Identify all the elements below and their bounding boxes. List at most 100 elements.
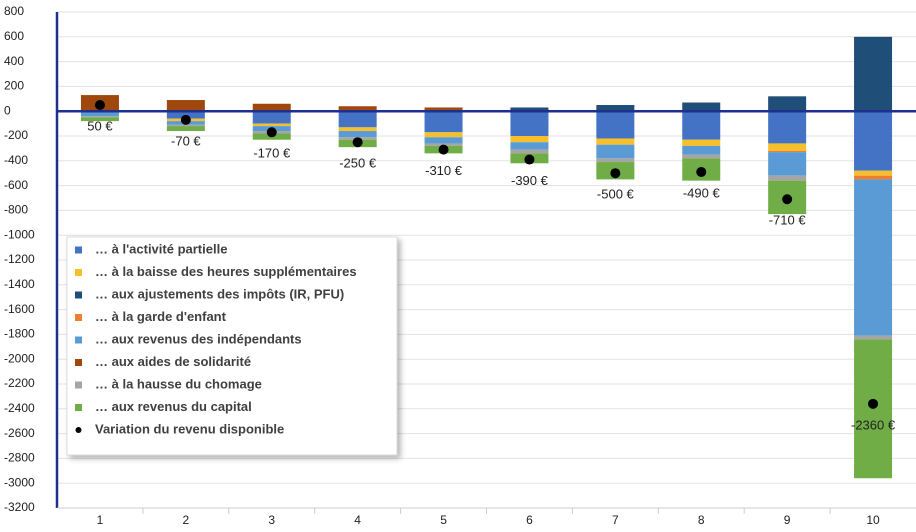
bar-segment	[424, 111, 463, 133]
legend-swatch	[75, 291, 82, 299]
bar-segment	[80, 117, 119, 122]
y-tick-label: -1600	[4, 302, 35, 316]
bars	[80, 36, 893, 479]
x-tick-label: 9	[784, 513, 791, 527]
y-tick-label: -2000	[4, 351, 35, 365]
bar-segment	[80, 116, 119, 118]
bar-segment	[768, 152, 807, 176]
point-label: -2360 €	[851, 417, 896, 432]
bar-segment	[338, 111, 377, 128]
point-label: 50 €	[87, 118, 113, 133]
y-tick-label: 800	[4, 4, 24, 18]
bar-segment	[252, 123, 291, 127]
bar-segment	[510, 111, 549, 136]
bar-segment	[682, 102, 721, 112]
bar-segment	[80, 112, 119, 117]
legend-swatch	[75, 359, 82, 366]
bar-segment	[768, 175, 807, 181]
bar-segment	[768, 96, 807, 112]
bar-segment	[768, 143, 807, 151]
bar-segment	[596, 158, 635, 163]
bar-segment	[338, 106, 377, 110]
x-tick-label: 1	[97, 513, 104, 527]
bar-segment	[682, 154, 721, 159]
x-tick-label: 8	[698, 513, 705, 527]
legend-label: … aux revenus des indépendants	[95, 331, 302, 346]
x-tick-label: 4	[354, 513, 361, 527]
y-tick-label: -200	[4, 128, 28, 142]
bar-segment	[510, 142, 549, 150]
point-label: -490 €	[683, 185, 721, 200]
point	[524, 154, 535, 165]
legend-label: … à la hausse du chomage	[95, 376, 262, 391]
legend-label: … aux aides de solidarité	[95, 354, 251, 369]
bar-segment	[424, 137, 463, 144]
bar-segment	[682, 139, 721, 146]
bar-segment	[166, 126, 205, 132]
point	[438, 144, 449, 155]
x-tick-label: 5	[440, 513, 447, 527]
bar-segment	[682, 111, 721, 140]
point	[94, 100, 105, 110]
y-tick-label: -600	[4, 178, 28, 192]
point	[266, 127, 277, 138]
bar-segment	[682, 145, 721, 155]
legend-swatch	[75, 314, 82, 321]
bar-segment	[424, 132, 463, 138]
x-tick-label: 3	[268, 513, 275, 527]
legend-label: … à la baisse des heures supplémentaires	[95, 264, 357, 279]
y-tick-label: 0	[4, 103, 11, 117]
y-tick-label: -2600	[4, 426, 35, 440]
bar-segment	[510, 149, 549, 154]
axes: -3200-3000-2800-2600-2400-2200-2000-1800…	[4, 4, 916, 527]
points: 50 € -70 € -170 € -250 € -310 € -390 € -500 € -…	[87, 100, 896, 432]
legend-label: … à la garde d'enfant	[95, 309, 227, 324]
point-label: -70 €	[171, 133, 201, 148]
x-tick-label: 10	[866, 513, 880, 527]
bar-segment	[854, 175, 893, 180]
legend-swatch	[75, 427, 82, 433]
x-tick-label: 7	[612, 513, 619, 527]
legend-label: Variation du revenu disponible	[95, 421, 284, 436]
bar-segment	[768, 150, 807, 153]
bar-segment	[338, 131, 377, 138]
bar-segment	[424, 107, 463, 110]
bar-segment	[768, 111, 807, 144]
bar-segment	[596, 144, 635, 159]
point	[868, 398, 879, 409]
y-tick-label: -2200	[4, 376, 35, 390]
y-tick-label: 600	[4, 29, 24, 43]
x-tick-label: 2	[183, 513, 190, 527]
y-tick-label: -2400	[4, 401, 35, 415]
point-label: -710 €	[769, 213, 807, 228]
point	[180, 114, 191, 125]
x-tick-label: 6	[526, 513, 533, 527]
y-tick-label: 400	[4, 54, 24, 68]
bar-segment	[854, 179, 893, 336]
bar-segment	[252, 103, 291, 112]
legend-swatch	[75, 246, 82, 254]
y-tick-label: -1400	[4, 277, 35, 291]
legend-swatch	[75, 336, 82, 344]
bar-segment	[854, 170, 893, 176]
y-tick-label: -3200	[4, 500, 35, 514]
y-tick-label: -1000	[4, 227, 35, 241]
bar-segment	[252, 111, 291, 124]
point-label: -500 €	[597, 187, 635, 202]
bar-segment	[854, 111, 893, 171]
bar-segment	[338, 127, 377, 132]
y-tick-label: -800	[4, 203, 28, 217]
legend-label: … aux ajustements des impôts (IR, PFU)	[95, 286, 344, 301]
point	[610, 168, 621, 179]
y-tick-label: -2800	[4, 451, 35, 465]
legend-swatch	[75, 381, 82, 389]
point	[352, 137, 363, 148]
bar-segment	[854, 36, 893, 112]
point-label: -390 €	[511, 173, 549, 188]
legend: … à l'activité partielle … à la baisse de…	[66, 236, 398, 456]
point-label: -170 €	[253, 146, 291, 161]
y-tick-label: -1800	[4, 327, 35, 341]
bar-segment	[596, 138, 635, 145]
